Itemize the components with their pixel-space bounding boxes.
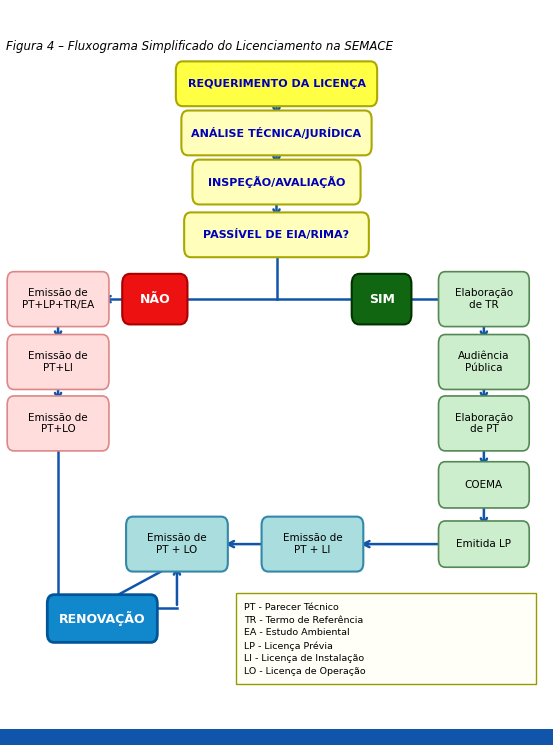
Text: ANÁLISE TÉCNICA/JURÍDICA: ANÁLISE TÉCNICA/JURÍDICA bbox=[191, 127, 362, 139]
FancyBboxPatch shape bbox=[192, 159, 361, 204]
FancyBboxPatch shape bbox=[47, 595, 157, 642]
Text: Figura 4 – Fluxograma Simplificado do Licenciamento na SEMACE: Figura 4 – Fluxograma Simplificado do Li… bbox=[6, 40, 393, 54]
FancyBboxPatch shape bbox=[7, 335, 109, 390]
FancyBboxPatch shape bbox=[181, 110, 372, 155]
Text: Elaboração
de PT: Elaboração de PT bbox=[455, 413, 513, 434]
Text: NÃO: NÃO bbox=[139, 293, 170, 305]
FancyBboxPatch shape bbox=[439, 396, 529, 451]
Text: Emitida LP: Emitida LP bbox=[456, 539, 512, 549]
Text: COEMA: COEMA bbox=[465, 480, 503, 490]
FancyBboxPatch shape bbox=[262, 516, 363, 571]
Text: Emissão de
PT+LP+TR/EA: Emissão de PT+LP+TR/EA bbox=[22, 288, 94, 310]
FancyBboxPatch shape bbox=[439, 335, 529, 390]
Text: Elaboração
de TR: Elaboração de TR bbox=[455, 288, 513, 310]
FancyBboxPatch shape bbox=[184, 212, 369, 257]
Text: TR - Termo de Referência: TR - Termo de Referência bbox=[244, 615, 364, 624]
Text: SIM: SIM bbox=[369, 293, 394, 305]
FancyBboxPatch shape bbox=[176, 61, 377, 107]
FancyBboxPatch shape bbox=[439, 521, 529, 567]
Text: RENOVAÇÃO: RENOVAÇÃO bbox=[59, 611, 145, 626]
Text: Emissão de
PT + LI: Emissão de PT + LI bbox=[283, 533, 342, 555]
FancyBboxPatch shape bbox=[439, 272, 529, 326]
FancyBboxPatch shape bbox=[352, 274, 411, 324]
Text: EA - Estudo Ambiental: EA - Estudo Ambiental bbox=[244, 629, 350, 638]
FancyBboxPatch shape bbox=[0, 729, 553, 745]
Text: LO - Licença de Operação: LO - Licença de Operação bbox=[244, 668, 366, 676]
Text: Emissão de
PT+LO: Emissão de PT+LO bbox=[28, 413, 88, 434]
FancyBboxPatch shape bbox=[7, 396, 109, 451]
Text: REQUERIMENTO DA LICENÇA: REQUERIMENTO DA LICENÇA bbox=[187, 79, 366, 89]
Text: LI - Licença de Instalação: LI - Licença de Instalação bbox=[244, 654, 364, 663]
Text: PASSÍVEL DE EIA/RIMA?: PASSÍVEL DE EIA/RIMA? bbox=[204, 229, 349, 241]
FancyBboxPatch shape bbox=[439, 462, 529, 508]
Text: Emissão de
PT + LO: Emissão de PT + LO bbox=[147, 533, 207, 555]
Text: Audiência
Pública: Audiência Pública bbox=[458, 351, 510, 372]
FancyBboxPatch shape bbox=[122, 274, 187, 324]
FancyBboxPatch shape bbox=[236, 593, 536, 685]
FancyBboxPatch shape bbox=[7, 272, 109, 326]
Text: PT - Parecer Técnico: PT - Parecer Técnico bbox=[244, 603, 339, 612]
FancyBboxPatch shape bbox=[126, 516, 228, 571]
Text: Emissão de
PT+LI: Emissão de PT+LI bbox=[28, 351, 88, 372]
Text: LP - Licença Prévia: LP - Licença Prévia bbox=[244, 641, 333, 650]
Text: INSPEÇÃO/AVALIAÇÃO: INSPEÇÃO/AVALIAÇÃO bbox=[208, 176, 345, 188]
